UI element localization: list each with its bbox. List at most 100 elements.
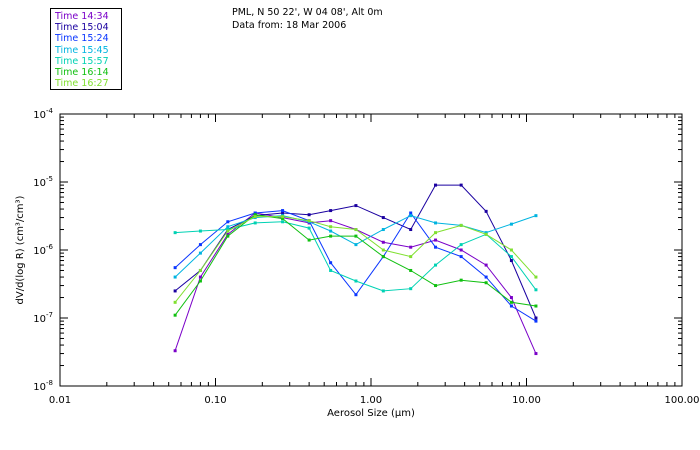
data-point bbox=[409, 245, 413, 249]
data-point bbox=[329, 209, 333, 213]
data-point bbox=[329, 268, 333, 272]
data-point bbox=[281, 209, 285, 213]
data-point bbox=[198, 279, 202, 283]
data-point bbox=[459, 183, 463, 187]
data-point bbox=[173, 275, 177, 279]
data-point bbox=[509, 222, 513, 226]
data-point bbox=[409, 214, 413, 218]
series-5 bbox=[173, 220, 538, 293]
y-tick-label: 10-4 bbox=[33, 107, 53, 121]
data-point bbox=[534, 319, 538, 323]
legend-item: Time 16:27 bbox=[55, 78, 109, 90]
data-point bbox=[226, 225, 230, 229]
data-point bbox=[509, 296, 513, 300]
data-point bbox=[281, 211, 285, 215]
x-tick-label: 0.01 bbox=[49, 395, 71, 406]
y-axis-label: dV/d(log R) (cm³/cm³) bbox=[15, 195, 26, 304]
data-point bbox=[509, 304, 513, 308]
data-point bbox=[484, 275, 488, 279]
data-point bbox=[307, 226, 311, 230]
legend: Time 14:34 Time 15:04 Time 15:24 Time 15:45… bbox=[50, 8, 122, 90]
data-point bbox=[459, 278, 463, 282]
series-line bbox=[174, 215, 537, 278]
data-point bbox=[354, 234, 358, 238]
y-tick-label: 10-8 bbox=[33, 379, 53, 393]
series-3 bbox=[173, 209, 538, 323]
data-point bbox=[173, 289, 177, 293]
legend-item: Time 14:34 bbox=[55, 11, 109, 22]
axis-ticks bbox=[59, 114, 682, 387]
data-point bbox=[329, 234, 333, 238]
data-point bbox=[434, 238, 438, 242]
data-point bbox=[409, 255, 413, 259]
x-tick-label: 1.00 bbox=[360, 395, 382, 406]
plot-frame bbox=[59, 113, 683, 387]
data-point bbox=[198, 275, 202, 279]
y-tick-label: 10-5 bbox=[33, 175, 53, 189]
x-tick-label: 10.00 bbox=[512, 395, 541, 406]
location-text: PML, N 50 22', W 04 08', Alt 0m bbox=[232, 7, 383, 18]
data-point bbox=[381, 216, 385, 220]
data-point bbox=[459, 248, 463, 252]
data-point bbox=[409, 287, 413, 291]
data-point bbox=[354, 204, 358, 208]
data-point bbox=[329, 225, 333, 229]
data-point bbox=[509, 248, 513, 252]
data-point bbox=[484, 231, 488, 235]
data-point bbox=[354, 279, 358, 283]
data-point bbox=[198, 229, 202, 233]
data-point bbox=[173, 231, 177, 235]
data-point bbox=[409, 211, 413, 215]
y-tick-label: 10-6 bbox=[33, 243, 53, 257]
data-point bbox=[329, 229, 333, 233]
data-point bbox=[253, 221, 257, 225]
chart-header: PML, N 50 22', W 04 08', Alt 0m Data fro… bbox=[232, 6, 383, 32]
data-point bbox=[253, 213, 257, 217]
data-point bbox=[534, 214, 538, 218]
data-point bbox=[534, 304, 538, 308]
data-point bbox=[459, 223, 463, 227]
data-point bbox=[281, 217, 285, 221]
data-point bbox=[434, 183, 438, 187]
x-axis-label: Aerosol Size (µm) bbox=[327, 408, 415, 419]
series-7 bbox=[173, 215, 538, 304]
data-point bbox=[434, 245, 438, 249]
series-2 bbox=[173, 183, 538, 320]
data-point bbox=[409, 228, 413, 232]
data-point bbox=[253, 211, 257, 215]
date-text: Data from: 18 Mar 2006 bbox=[232, 20, 347, 31]
data-point bbox=[354, 228, 358, 232]
series-layer bbox=[173, 183, 538, 356]
data-point bbox=[173, 300, 177, 304]
data-point bbox=[409, 268, 413, 272]
data-point bbox=[509, 255, 513, 259]
data-point bbox=[484, 232, 488, 236]
series-6 bbox=[173, 213, 538, 317]
data-point bbox=[226, 234, 230, 238]
data-point bbox=[281, 220, 285, 224]
data-point bbox=[281, 215, 285, 219]
series-4 bbox=[173, 214, 538, 279]
data-point bbox=[173, 266, 177, 270]
data-point bbox=[354, 293, 358, 297]
data-point bbox=[354, 243, 358, 247]
tick-labels: 0.01 0.10 1.00 10.00 100.00 10-8 10-7 10-6 10-5 1… bbox=[33, 107, 699, 406]
data-point bbox=[434, 263, 438, 267]
data-point bbox=[434, 231, 438, 235]
data-point bbox=[226, 232, 230, 236]
data-point bbox=[198, 268, 202, 272]
data-point bbox=[484, 209, 488, 213]
data-point bbox=[381, 255, 385, 259]
legend-item: Time 15:57 bbox=[55, 55, 109, 67]
data-point bbox=[226, 220, 230, 224]
data-point bbox=[434, 284, 438, 288]
data-point bbox=[173, 313, 177, 317]
data-point bbox=[307, 238, 311, 242]
data-point bbox=[509, 259, 513, 263]
data-point bbox=[329, 261, 333, 265]
data-point bbox=[509, 300, 513, 304]
data-point bbox=[534, 352, 538, 356]
data-point bbox=[307, 213, 311, 217]
data-point bbox=[226, 228, 230, 232]
